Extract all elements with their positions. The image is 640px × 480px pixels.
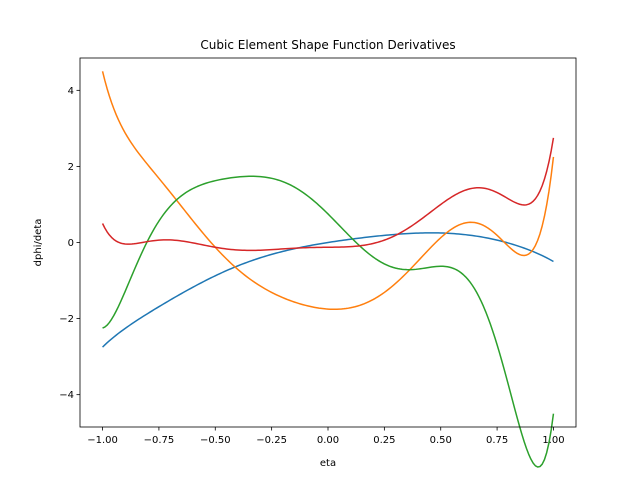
x-tick-label: 0.50 xyxy=(430,435,452,446)
x-axis-label: eta xyxy=(320,458,336,469)
x-axis: −1.00 −0.75 −0.50 −0.25 0.00 0.25 0.50 0.75 1.00 xyxy=(87,427,565,446)
x-tick-label: 0.00 xyxy=(317,435,339,446)
x-tick-label: 0.25 xyxy=(373,435,395,446)
y-tick-label: −2 xyxy=(59,314,74,325)
y-axis: −4 −2 0 2 4 xyxy=(59,86,80,401)
x-tick-label: −0.50 xyxy=(200,435,231,446)
series-line-3 xyxy=(102,175,555,468)
chart-title: Cubic Element Shape Function Derivatives xyxy=(200,38,455,52)
x-tick-label: 1.00 xyxy=(542,435,564,446)
x-tick-label: −0.75 xyxy=(144,435,175,446)
x-tick-label: −0.25 xyxy=(256,435,287,446)
series-line-4 xyxy=(101,137,555,252)
y-axis-label: dphi/deta xyxy=(33,219,44,267)
x-tick-label: −1.00 xyxy=(87,435,118,446)
series-line-1 xyxy=(102,232,554,348)
series-layer xyxy=(101,71,555,468)
series-line-2 xyxy=(101,71,555,311)
y-tick-label: 0 xyxy=(68,238,74,249)
y-tick-label: 2 xyxy=(68,162,74,173)
x-tick-label: 0.75 xyxy=(486,435,508,446)
y-tick-label: −4 xyxy=(59,390,74,401)
y-tick-label: 4 xyxy=(68,86,74,97)
